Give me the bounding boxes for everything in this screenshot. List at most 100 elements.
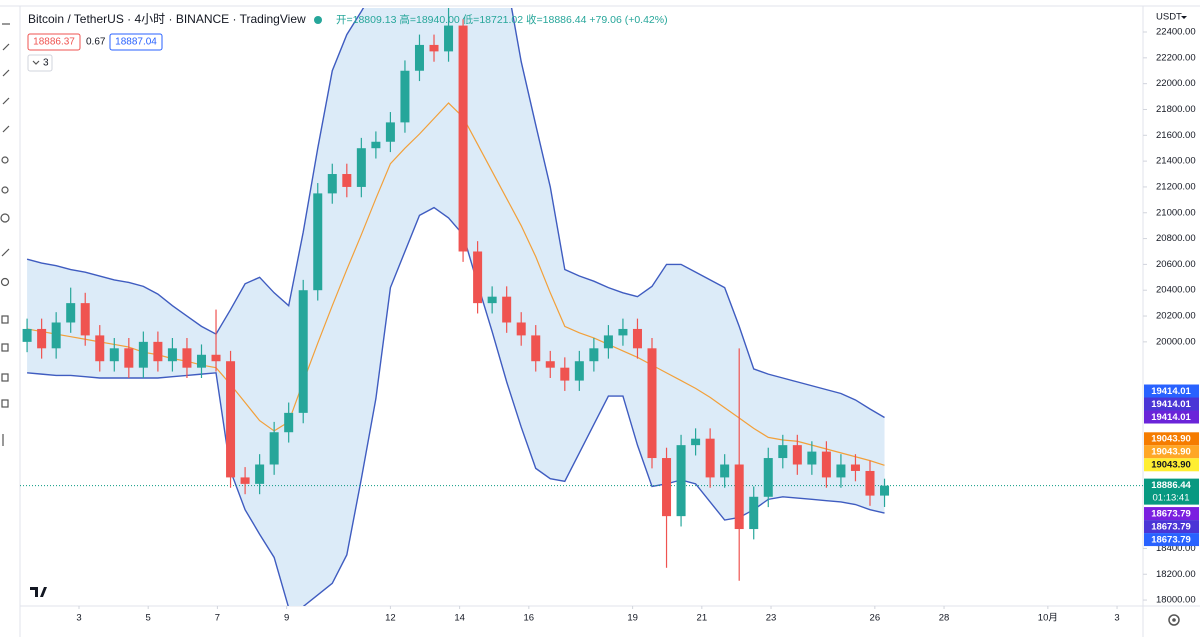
- tool-icon[interactable]: [1, 373, 9, 382]
- candle-body: [807, 451, 817, 465]
- left-toolbar: [0, 23, 10, 446]
- price-tag-label: 19414.01: [1151, 399, 1191, 410]
- candle-body: [255, 464, 265, 484]
- tradingview-logo: [30, 587, 47, 597]
- y-tick-label: 20800.00: [1156, 233, 1196, 244]
- tool-icon[interactable]: [1, 399, 9, 408]
- price-tag: [1144, 445, 1199, 459]
- candle-body: [792, 445, 802, 465]
- x-tick-label: 23: [766, 613, 777, 624]
- x-tick-label: 5: [146, 613, 151, 624]
- x-tick-label: 16: [524, 613, 535, 624]
- x-tick-label: 12: [385, 613, 396, 624]
- price-tag-label: 19043.90: [1151, 460, 1191, 471]
- indicator-value: 18886.37: [33, 37, 75, 48]
- currency-label[interactable]: USDT: [1156, 12, 1182, 23]
- price-tag: [1144, 533, 1199, 547]
- candle-body: [51, 322, 61, 349]
- tool-icon[interactable]: [2, 97, 10, 105]
- candle-body: [502, 296, 512, 323]
- price-tag-label: 19043.90: [1151, 434, 1191, 445]
- x-tick-label: 26: [870, 613, 881, 624]
- candle-body: [313, 193, 323, 291]
- countdown: 01:13:41: [1153, 493, 1190, 504]
- price-tag-label: 18673.79: [1151, 521, 1191, 532]
- candle-body: [589, 348, 599, 362]
- x-tick-label: 19: [627, 613, 638, 624]
- price-tag-label: 19414.01: [1151, 386, 1191, 397]
- price-tag: [1144, 478, 1199, 505]
- indicator-value: 0.67: [86, 37, 106, 48]
- candle-body: [691, 438, 701, 446]
- tool-icon[interactable]: [1, 156, 9, 164]
- tool-icon[interactable]: [2, 43, 10, 51]
- tool-icon[interactable]: [1, 315, 9, 324]
- candle-body: [80, 303, 90, 336]
- candle-body: [109, 348, 119, 362]
- candle-body: [37, 328, 47, 349]
- y-tick-label: 20200.00: [1156, 311, 1196, 322]
- candle-body: [662, 458, 672, 517]
- price-tag-label: 19414.01: [1151, 412, 1191, 423]
- chevron-icon: [32, 60, 40, 65]
- y-tick-label: 22400.00: [1156, 27, 1196, 38]
- candle-body: [284, 412, 294, 433]
- candle-body: [880, 485, 890, 496]
- tool-icon[interactable]: [1, 186, 9, 194]
- candle-body: [196, 354, 206, 368]
- settings-icon[interactable]: [1168, 614, 1180, 626]
- candle-body: [574, 361, 584, 381]
- candle-body: [734, 464, 744, 530]
- candle-body: [676, 445, 686, 517]
- y-tick-label: 22000.00: [1156, 78, 1196, 89]
- y-tick-label: 18200.00: [1156, 569, 1196, 580]
- tool-icon[interactable]: [0, 277, 10, 287]
- y-tick-label: 18400.00: [1156, 543, 1196, 554]
- band-fill: [27, 8, 885, 606]
- x-tick-label: 10月: [1038, 613, 1058, 624]
- currency-dropdown[interactable]: [1181, 16, 1187, 19]
- candle-body: [327, 174, 337, 194]
- tool-icon[interactable]: [2, 69, 10, 77]
- y-tick-label: 21000.00: [1156, 207, 1196, 218]
- candle-body: [458, 25, 468, 252]
- candle-body: [618, 328, 628, 336]
- settings-button[interactable]: [1168, 614, 1180, 626]
- y-tick-label: 21400.00: [1156, 156, 1196, 167]
- candle-body: [167, 348, 177, 362]
- candle-body: [603, 335, 613, 349]
- candle-body: [298, 290, 308, 413]
- y-tick-label: 20600.00: [1156, 259, 1196, 270]
- settings-icon-center: [1172, 618, 1176, 622]
- tool-icon[interactable]: [1, 343, 9, 352]
- candle-body: [705, 438, 715, 478]
- y-tick-label: 18000.00: [1156, 595, 1196, 606]
- y-tick-label: 20000.00: [1156, 336, 1196, 347]
- price-tag-label: 18886.44: [1151, 480, 1191, 491]
- candle-body: [516, 322, 526, 336]
- candle-body: [487, 296, 497, 304]
- candle-body: [400, 70, 410, 123]
- candle-body: [545, 361, 555, 368]
- price-tag-label: 18673.79: [1151, 534, 1191, 545]
- candle-body: [385, 122, 395, 142]
- candle-body: [138, 341, 148, 368]
- price-tag-label: 19043.90: [1151, 447, 1191, 458]
- candle-body: [720, 464, 730, 478]
- logo-mark: [30, 587, 47, 597]
- price-tag: [1144, 520, 1199, 534]
- candle-body: [749, 496, 759, 530]
- candle-body: [560, 367, 570, 381]
- tool-icon[interactable]: [2, 125, 10, 133]
- indicator-box: [27, 33, 81, 51]
- candle-body: [778, 445, 788, 459]
- candle-body: [95, 335, 105, 362]
- tool-icon[interactable]: [0, 213, 10, 223]
- y-tick-label: 21800.00: [1156, 104, 1196, 115]
- price-tag: [1144, 507, 1199, 521]
- tool-icon[interactable]: [1, 248, 10, 257]
- x-tick-label: 9: [284, 613, 289, 624]
- candle-body: [763, 458, 773, 497]
- x-tick-label: 21: [697, 613, 708, 624]
- collapse-button[interactable]: [27, 54, 53, 72]
